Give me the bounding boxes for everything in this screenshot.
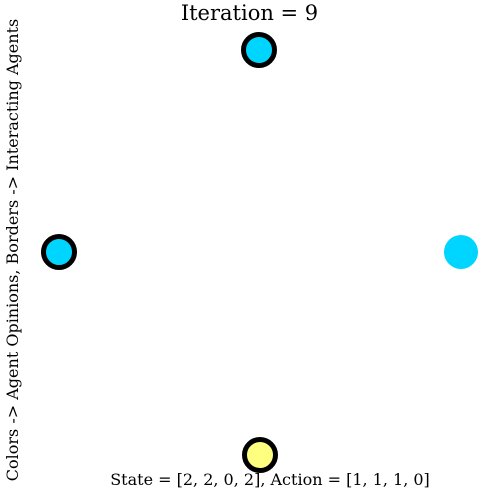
agent-node-right	[444, 235, 478, 269]
agent-node-left	[41, 234, 77, 270]
plot-title: Iteration = 9	[180, 1, 319, 25]
state-action-label: State = [2, 2, 0, 2], Action = [1, 1, 1,…	[110, 470, 430, 489]
agent-node-top	[241, 32, 277, 68]
agent-node-bottom	[242, 437, 278, 473]
